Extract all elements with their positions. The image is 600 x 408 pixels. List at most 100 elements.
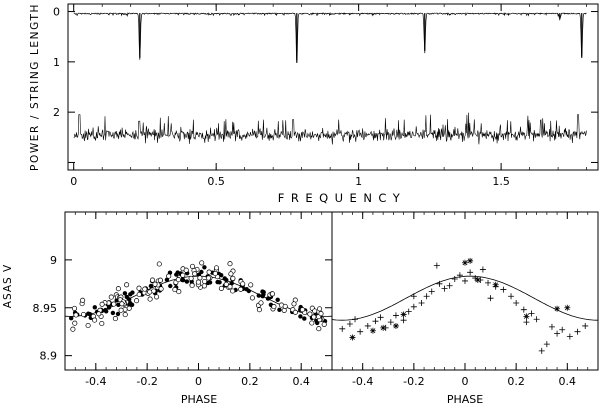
point-open	[118, 307, 124, 313]
point-open	[147, 289, 153, 295]
point-plus	[436, 280, 443, 287]
point-open	[71, 305, 78, 311]
point-plus	[400, 317, 407, 324]
point-plus	[352, 316, 359, 323]
point-open	[124, 282, 130, 288]
point-open	[96, 311, 102, 317]
point-open	[180, 272, 186, 278]
periodogram-series	[73, 12, 587, 145]
point-filled	[277, 307, 282, 312]
periodogram-x-axis-label: FREQUENCY	[278, 191, 407, 205]
point-asterisk	[492, 281, 499, 288]
point-filled	[184, 279, 190, 284]
point-filled	[127, 302, 132, 307]
point-open	[309, 320, 315, 326]
point-plus	[423, 293, 430, 300]
point-filled	[180, 277, 186, 283]
point-open	[158, 286, 164, 292]
x-tick-label: 0	[462, 375, 469, 388]
point-plus	[500, 286, 507, 293]
y-tick-label: 1	[53, 56, 60, 69]
point-open	[321, 321, 327, 327]
point-plus	[523, 319, 530, 326]
point-open	[70, 326, 76, 332]
point-filled	[260, 289, 265, 294]
point-filled	[246, 288, 251, 294]
point-plus	[441, 285, 448, 292]
x-tick-label: 0.4	[559, 375, 577, 388]
point-open	[258, 300, 264, 306]
point-plus	[582, 322, 589, 329]
x-tick-label: 0.2	[241, 375, 259, 388]
point-open	[147, 296, 153, 302]
point-open	[192, 271, 198, 277]
point-open	[299, 307, 306, 313]
power-series	[73, 12, 587, 61]
point-open	[206, 269, 212, 275]
y-tick-label: 8.9	[40, 350, 58, 363]
point-plus	[410, 303, 417, 310]
point-filled	[215, 279, 220, 285]
x-tick-label: 0	[70, 175, 77, 188]
point-filled	[148, 283, 154, 289]
point-open	[227, 261, 233, 267]
point-filled	[275, 297, 280, 302]
point-open	[92, 317, 98, 323]
point-open	[134, 298, 140, 304]
x-tick-label: -0.2	[403, 375, 424, 388]
phase-panel-left: -0.4 -0.2 0 0.2 0.4 8.9 8.95 9 PHASE ASAS V	[2, 211, 333, 406]
point-plus	[418, 299, 425, 306]
point-open	[149, 277, 156, 283]
point-asterisk	[349, 334, 356, 341]
point-open	[292, 309, 298, 315]
point-plus	[543, 341, 550, 348]
point-filled	[256, 293, 261, 298]
point-open	[72, 320, 78, 326]
point-plus	[554, 330, 561, 337]
periodogram-axis-ticks: 0 0.5 1 1.5 0 1 2	[53, 4, 598, 188]
fit-curve	[331, 275, 598, 321]
point-open	[136, 291, 142, 298]
point-filled	[87, 312, 93, 317]
point-open	[152, 281, 158, 287]
point-open	[212, 270, 218, 277]
point-open	[183, 267, 189, 273]
x-tick-label: 0.4	[292, 375, 310, 388]
point-open	[230, 288, 236, 294]
y-tick-label: 8.95	[33, 302, 58, 315]
point-plus	[387, 319, 394, 326]
point-filled	[124, 294, 129, 300]
point-asterisk	[523, 313, 530, 320]
point-open	[80, 297, 86, 303]
periodogram-y-axis-label: POWER / STRING LENGTH	[29, 3, 41, 171]
x-tick-label: -0.2	[136, 375, 157, 388]
point-filled	[164, 277, 170, 282]
point-plus	[467, 269, 474, 276]
point-filled	[130, 290, 135, 295]
point-open	[256, 307, 262, 313]
point-open	[99, 320, 105, 327]
point-open	[99, 301, 105, 307]
point-asterisk	[462, 259, 468, 266]
point-open	[85, 322, 91, 329]
point-open	[291, 301, 297, 307]
point-open	[249, 295, 255, 301]
point-open	[311, 314, 317, 320]
point-plus	[574, 328, 581, 335]
point-open	[136, 285, 142, 291]
point-plus	[520, 306, 527, 313]
point-filled	[202, 265, 207, 270]
point-open	[199, 260, 205, 266]
point-open	[213, 265, 220, 271]
point-open	[197, 275, 203, 281]
point-plus	[405, 308, 412, 315]
point-open	[188, 275, 194, 281]
point-plus	[451, 276, 458, 283]
point-plus	[357, 328, 364, 335]
point-filled	[92, 305, 98, 310]
x-tick-label: 0.2	[507, 375, 525, 388]
phase-panel-right: -0.4 -0.2 0 0.2 0.4 PHASE	[331, 211, 599, 406]
point-asterisk	[380, 324, 387, 331]
point-plus	[513, 299, 520, 306]
point-open	[240, 281, 246, 287]
